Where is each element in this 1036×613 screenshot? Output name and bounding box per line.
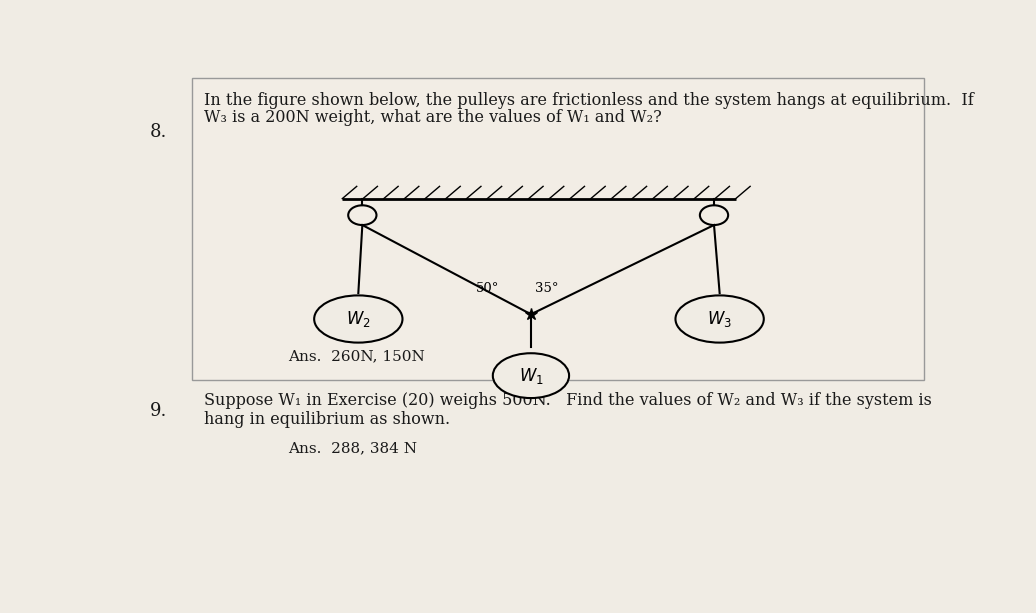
Text: In the figure shown below, the pulleys are frictionless and the system hangs at : In the figure shown below, the pulleys a…: [204, 93, 974, 110]
Text: Ans.  288, 384 N: Ans. 288, 384 N: [288, 442, 418, 455]
Text: $W_3$: $W_3$: [708, 309, 732, 329]
Ellipse shape: [314, 295, 402, 343]
Ellipse shape: [675, 295, 764, 343]
Text: Ans.  260N, 150N: Ans. 260N, 150N: [288, 349, 425, 364]
Text: $W_2$: $W_2$: [346, 309, 371, 329]
Ellipse shape: [493, 353, 569, 398]
Text: W₃ is a 200N weight, what are the values of W₁ and W₂?: W₃ is a 200N weight, what are the values…: [204, 109, 662, 126]
Text: $W_1$: $W_1$: [519, 365, 543, 386]
Text: 8.: 8.: [149, 123, 167, 141]
Text: Suppose W₁ in Exercise (20) weighs 500N.   Find the values of W₂ and W₃ if the s: Suppose W₁ in Exercise (20) weighs 500N.…: [204, 392, 932, 409]
Text: 9.: 9.: [149, 402, 167, 420]
Text: hang in equilibrium as shown.: hang in equilibrium as shown.: [204, 411, 451, 428]
Text: 50°: 50°: [476, 282, 499, 295]
Text: 35°: 35°: [535, 282, 558, 295]
FancyBboxPatch shape: [192, 78, 924, 380]
